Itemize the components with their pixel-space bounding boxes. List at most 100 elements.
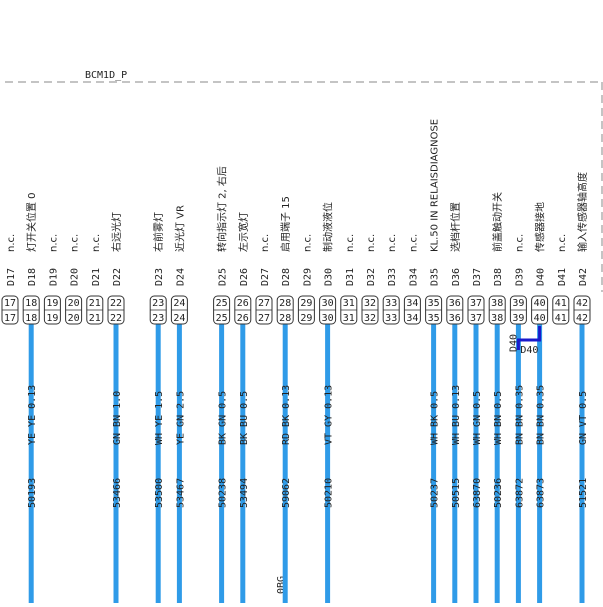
pin-number: 31 [343,313,355,324]
wire-spec: WH BK 0.5 [430,391,441,445]
pin-number: 41 [555,313,567,324]
pin-number: 34 [406,313,418,324]
pin-number: 40 [534,313,546,324]
pin-number: 25 [216,313,228,324]
wire-id: 53500 [154,478,165,508]
pin-number: 26 [237,298,249,309]
pin-description: n.c. [408,234,419,252]
pin-description: n.c. [6,234,17,252]
pin-description: 转向指示灯 2, 右后 [216,166,229,252]
pin-label: D17 [6,268,17,286]
pin-description: 选档杆位置 [449,202,462,252]
pin-number: 40 [534,298,546,309]
pin-label: D41 [557,268,568,286]
pin-label: D25 [218,268,229,286]
wire-id: 53494 [239,478,250,508]
wire-spec: WH GN 0.5 [472,391,483,445]
pin-label: D38 [493,268,504,286]
pin-number: 36 [449,313,461,324]
pin-label: D24 [175,268,186,286]
pin-label: D36 [451,268,462,286]
pin-number: 18 [25,298,37,309]
wire-spec: GN VT 0.5 [578,391,589,445]
pin-number: 35 [428,298,440,309]
pin-description: KL.50 IN RELAISDIAGNOSE [430,119,441,252]
pin-number: 31 [343,298,355,309]
pin-number: 21 [89,298,101,309]
pin-number: 28 [279,298,291,309]
pin-description: n.c. [366,234,377,252]
pin-number: 25 [216,298,228,309]
pin-number: 30 [322,298,334,309]
pin-number: 21 [89,313,101,324]
pin-number: 28 [279,313,291,324]
pin-number: 38 [491,313,503,324]
splice-label: D40 [508,334,519,352]
pin-number: 32 [364,298,376,309]
pin-number: 18 [25,313,37,324]
pin-number: 24 [173,313,185,324]
pin-number: 26 [237,313,249,324]
wire-spec: WH YE 1.5 [154,391,165,445]
wire-spec: BN BN 0.35 [536,385,547,445]
pin-number: 33 [385,313,397,324]
pin-number: 32 [364,313,376,324]
pin-description: n.c. [302,234,313,252]
pin-label: D27 [260,268,271,286]
pin-label: D30 [324,268,335,286]
wire-id: 53466 [112,478,123,508]
wire-id: 63873 [536,478,547,508]
pin-label: D26 [239,268,250,286]
pin-description: 左示宽灯 [237,212,250,252]
wire-id: 50236 [493,478,504,508]
pin-description: 灯开关位置 0 [25,192,38,252]
wire-id: 63870 [472,478,483,508]
pin-number: 20 [68,298,80,309]
pin-description: 右前雾灯 [152,212,165,252]
pin-number: 30 [322,313,334,324]
pin-label: D42 [578,268,589,286]
wire-spec: VT GY 0.13 [324,385,335,445]
wire-spec: YE YE 0.13 [27,385,38,445]
pin-description: n.c. [557,234,568,252]
pin-label: D19 [48,268,59,286]
wire-id: 59062 [281,478,292,508]
pin-description: n.c. [345,234,356,252]
pin-number: 41 [555,298,567,309]
pin-number: 39 [512,298,524,309]
pin-label: D21 [91,268,102,286]
wire-id: 50515 [451,478,462,508]
pin-number: 37 [470,313,482,324]
pin-label: D29 [302,268,313,286]
pin-number: 34 [406,298,418,309]
pin-number: 17 [4,298,16,309]
connector-title: BCM1D_P [85,70,127,81]
pin-number: 33 [385,298,397,309]
pin-description: n.c. [48,234,59,252]
pin-description: n.c. [387,234,398,252]
wire-spec: WH BU 0.13 [451,385,462,445]
pin-label: D35 [430,268,441,286]
pin-label: D23 [154,268,165,286]
splice-bracket [516,326,542,350]
pin-number: 24 [173,298,185,309]
wire-id: 53467 [175,478,186,508]
pin-number: 29 [300,298,312,309]
pin-description: 传感器接地 [534,202,547,252]
wire-id: 50237 [430,478,441,508]
wire-id: 50210 [324,478,335,508]
wire-id: 50238 [218,478,229,508]
pin-number: 23 [152,313,164,324]
wire-spec: BK BU 0.5 [239,391,250,445]
wire-spec: BN BN 0.35 [514,385,525,445]
pin-number: 22 [110,313,122,324]
pin-label: D28 [281,268,292,286]
pin-label: D33 [387,268,398,286]
ground-label: 0BG [276,576,287,594]
pin-label: D18 [27,268,38,286]
pin-number: 35 [428,313,440,324]
pin-number: 27 [258,313,270,324]
pin-number: 17 [4,313,16,324]
splice-label: D40 [520,345,538,356]
